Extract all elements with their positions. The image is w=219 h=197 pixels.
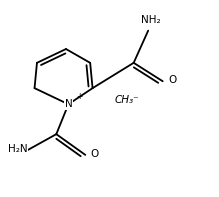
- Text: +: +: [76, 92, 83, 101]
- Text: N: N: [65, 99, 72, 109]
- Text: O: O: [168, 75, 177, 85]
- Text: H₂N: H₂N: [8, 144, 28, 154]
- Text: CH₃⁻: CH₃⁻: [114, 95, 139, 105]
- Text: NH₂: NH₂: [141, 15, 160, 25]
- Text: O: O: [91, 149, 99, 159]
